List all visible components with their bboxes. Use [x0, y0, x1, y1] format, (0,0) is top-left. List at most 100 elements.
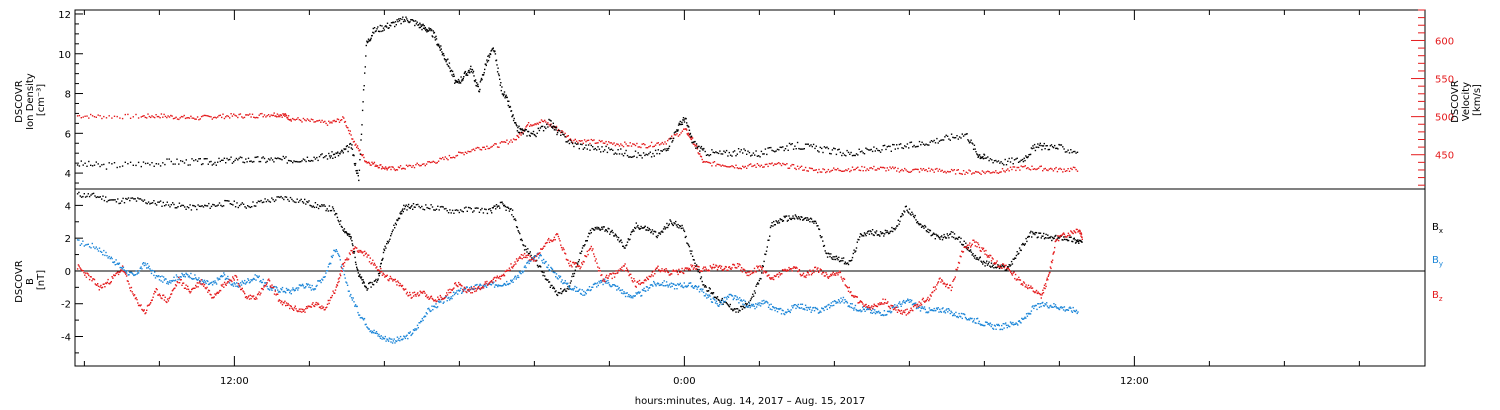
- density-point: [381, 25, 383, 27]
- bz-point: [147, 304, 149, 306]
- bz-point: [311, 303, 313, 306]
- bx-point: [418, 205, 420, 208]
- by-point: [813, 310, 816, 312]
- density-point: [1033, 147, 1035, 149]
- density-point: [690, 135, 693, 137]
- bx-point: [834, 258, 837, 261]
- bx-point: [563, 289, 565, 291]
- density-point: [898, 143, 901, 146]
- bx-point: [513, 218, 515, 221]
- bx-point: [224, 199, 226, 202]
- by-point: [309, 287, 312, 289]
- bx-point: [169, 206, 171, 208]
- density-point: [278, 157, 280, 160]
- by-point: [270, 288, 272, 290]
- bz-point: [289, 305, 292, 307]
- by-point: [571, 288, 574, 290]
- bz-point: [248, 295, 250, 297]
- bz-point: [378, 269, 380, 272]
- by-point: [243, 282, 245, 285]
- by-point: [509, 282, 511, 285]
- bz-point: [392, 280, 394, 282]
- density-point: [958, 136, 961, 138]
- by-point: [866, 308, 869, 310]
- bx-point: [197, 204, 199, 206]
- bz-point: [568, 265, 571, 267]
- bz-point: [429, 296, 432, 298]
- bz-point: [649, 275, 651, 278]
- bx-point: [642, 227, 645, 229]
- velocity-point: [827, 168, 830, 171]
- bx-point: [568, 285, 571, 287]
- bz-point: [665, 268, 667, 270]
- by-point: [906, 300, 908, 302]
- velocity-point: [317, 120, 319, 122]
- density-point: [365, 44, 367, 47]
- by-point: [717, 305, 719, 307]
- bottom-ytick-label: -2: [61, 300, 71, 311]
- by-point: [554, 271, 556, 274]
- by-point: [416, 328, 418, 330]
- bz-point: [565, 258, 568, 261]
- density-point: [443, 58, 446, 60]
- velocity-point: [877, 167, 879, 170]
- bx-point: [339, 220, 342, 222]
- velocity-point: [544, 119, 546, 122]
- bz-point: [625, 270, 627, 272]
- by-point: [1067, 309, 1070, 311]
- by-point: [825, 305, 828, 307]
- by-point: [167, 283, 170, 285]
- velocity-point: [542, 120, 545, 123]
- bx-point: [263, 201, 265, 203]
- bz-point: [661, 268, 663, 270]
- density-point: [406, 18, 408, 20]
- density-point: [486, 59, 488, 61]
- velocity-point: [900, 169, 902, 172]
- density-point: [950, 133, 953, 135]
- bx-point: [78, 191, 80, 194]
- density-point: [265, 161, 267, 164]
- bz-point: [285, 304, 287, 307]
- velocity-point: [747, 165, 749, 167]
- bx-point: [371, 281, 373, 284]
- by-point: [872, 308, 874, 310]
- bx-point: [1031, 231, 1034, 233]
- velocity-point: [444, 156, 446, 158]
- bx-point: [356, 266, 358, 268]
- density-point: [708, 154, 710, 157]
- bx-point: [1058, 237, 1060, 239]
- bx-point: [182, 204, 185, 207]
- bz-point: [515, 263, 517, 265]
- by-point: [784, 311, 787, 313]
- top-ytick2-label: 550: [1435, 75, 1454, 86]
- by-point: [1046, 302, 1048, 304]
- bx-point: [915, 219, 917, 221]
- bx-point: [782, 220, 785, 222]
- bx-point: [924, 224, 926, 227]
- velocity-point: [798, 168, 800, 170]
- density-point: [675, 130, 677, 133]
- by-point: [684, 285, 686, 288]
- velocity-point: [1037, 167, 1040, 169]
- velocity-point: [1070, 167, 1072, 170]
- bx-point: [646, 226, 649, 229]
- bx-point: [271, 197, 273, 199]
- xtick-label: 0:00: [673, 376, 695, 387]
- bx-point: [79, 195, 81, 197]
- density-point: [826, 146, 828, 148]
- density-point: [733, 150, 736, 152]
- velocity-point: [182, 116, 184, 118]
- density-point: [645, 153, 647, 156]
- by-point: [269, 286, 272, 288]
- bz-point: [458, 283, 461, 286]
- by-point: [759, 305, 762, 307]
- bx-point: [1068, 236, 1071, 238]
- bx-point: [772, 225, 774, 227]
- bx-point: [928, 229, 931, 231]
- velocity-point: [476, 146, 479, 149]
- bx-point: [1078, 242, 1080, 244]
- velocity-point: [593, 139, 595, 141]
- by-point: [939, 310, 942, 313]
- by-point: [84, 244, 87, 246]
